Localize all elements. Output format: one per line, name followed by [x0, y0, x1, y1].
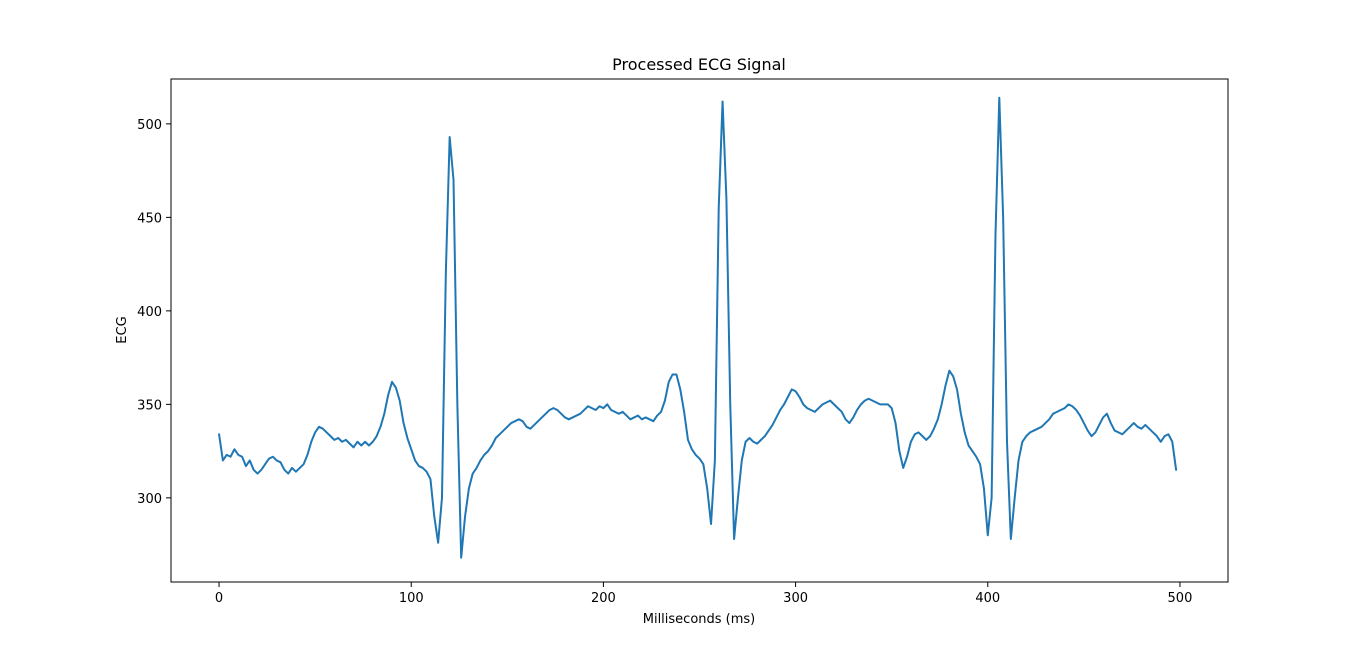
x-tick-label: 400 — [975, 591, 1000, 606]
x-axis-label: Milliseconds (ms) — [643, 612, 756, 627]
x-tick-label: 300 — [783, 591, 808, 606]
x-axis: 0 100 200 300 400 500 — [215, 582, 1192, 606]
plot-area — [218, 96, 1178, 559]
series-line-0 — [218, 96, 1178, 559]
y-tick-label: 300 — [137, 492, 162, 507]
x-tick-label: 500 — [1168, 591, 1193, 606]
x-tick-label: 200 — [591, 591, 616, 606]
y-tick-label: 350 — [137, 398, 162, 413]
y-tick-label: 500 — [137, 118, 162, 133]
y-axis: 300 350 400 450 500 — [137, 118, 171, 507]
x-tick-label: 0 — [215, 591, 223, 606]
y-tick-label: 400 — [137, 305, 162, 320]
chart-title: Processed ECG Signal — [612, 55, 786, 74]
y-axis-label: ECG — [115, 316, 130, 343]
x-tick-label: 100 — [399, 591, 424, 606]
plot-frame — [170, 78, 1229, 583]
y-tick-label: 450 — [137, 211, 162, 226]
